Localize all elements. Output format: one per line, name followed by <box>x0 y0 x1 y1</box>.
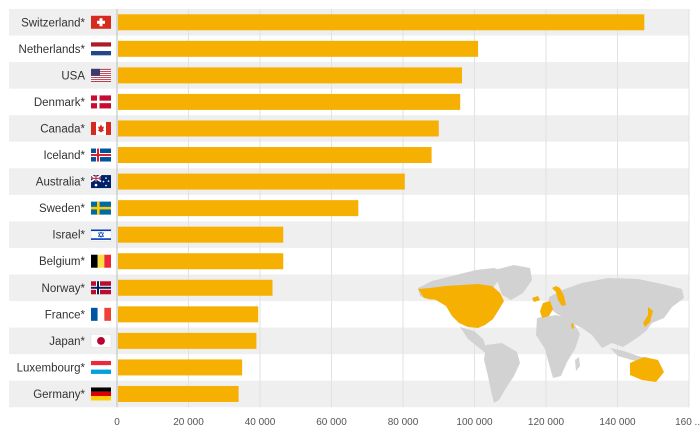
flags <box>90 15 112 401</box>
flag-norway-icon <box>91 281 111 295</box>
bar <box>118 253 284 270</box>
bar <box>118 120 439 137</box>
category-label: Germany* <box>33 389 85 401</box>
bar <box>118 67 462 84</box>
x-tick-label: 140 000 <box>599 417 636 428</box>
flag-japan-icon <box>90 334 112 348</box>
bar <box>118 147 432 164</box>
x-tick-label: 40 000 <box>245 417 276 428</box>
x-tick-label: 160 ... <box>675 417 700 428</box>
bar <box>118 40 479 57</box>
flag-sweden-icon <box>91 201 111 215</box>
world-map-image <box>418 265 684 403</box>
bar <box>118 14 645 31</box>
bar <box>118 200 359 217</box>
bar <box>118 385 239 402</box>
x-tick-label: 80 000 <box>388 417 419 428</box>
bar <box>118 279 273 296</box>
x-tick-label: 20 000 <box>173 417 204 428</box>
flag-netherlands-icon <box>91 42 111 56</box>
x-axis-ticks: 0 20 000 40 000 60 000 80 000 100 000 120 000 1… <box>114 417 700 428</box>
bar <box>118 359 243 376</box>
x-tick-label: 100 000 <box>456 417 493 428</box>
bar <box>118 306 259 323</box>
category-label: Canada* <box>40 123 85 135</box>
x-tick-label: 60 000 <box>316 417 347 428</box>
bar <box>118 93 461 110</box>
category-label: Denmark* <box>34 97 86 109</box>
category-label: Israel* <box>52 230 85 242</box>
bar <box>118 173 405 190</box>
category-label: Switzerland* <box>21 17 85 29</box>
flag-australia-icon <box>90 174 111 189</box>
category-label: Luxembourg* <box>17 362 86 374</box>
x-tick-label: 120 000 <box>528 417 565 428</box>
category-label: USA <box>61 70 85 82</box>
category-label: Sweden* <box>39 203 86 215</box>
flag-usa-icon <box>91 68 111 82</box>
x-tick-label: 0 <box>114 417 120 428</box>
bar <box>118 226 284 243</box>
flag-iceland-icon <box>91 148 111 162</box>
flag-france-icon <box>91 307 111 321</box>
category-label: Norway* <box>42 283 86 295</box>
category-label: Belgium* <box>39 256 86 268</box>
flag-belgium-icon <box>91 254 111 268</box>
category-labels: Switzerland* Netherlands* USA Denmark* Canad… <box>17 17 86 401</box>
flag-denmark-icon <box>91 95 111 109</box>
category-label: France* <box>45 309 86 321</box>
category-label: Netherlands* <box>19 44 86 56</box>
category-label: Japan* <box>49 336 85 348</box>
bars <box>118 14 645 402</box>
bar <box>118 332 257 349</box>
category-label: Iceland* <box>43 150 85 162</box>
flag-luxembourg-icon <box>91 360 111 374</box>
flag-germany-icon <box>91 387 111 401</box>
flag-switzerland-icon <box>91 15 111 29</box>
flag-canada-icon <box>91 121 111 135</box>
category-label: Australia* <box>36 177 86 189</box>
flag-israel-icon <box>90 227 112 242</box>
